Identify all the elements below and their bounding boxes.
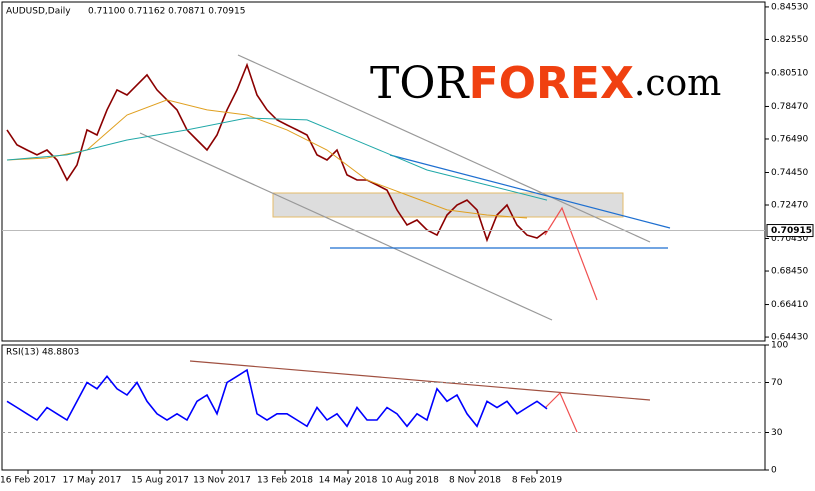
y-tick-label: 100 [771, 341, 788, 351]
y-tick-label: 0.82550 [771, 35, 808, 45]
x-tick-label: 13 Feb 2018 [257, 476, 313, 486]
y-tick-label: 30 [771, 428, 783, 438]
x-tick-label: 8 Feb 2019 [512, 476, 563, 486]
rsi-panel [1, 344, 766, 471]
price-panel [1, 1, 766, 342]
y-tick-label: 0.74450 [771, 168, 808, 178]
x-tick-label: 8 Nov 2018 [449, 476, 501, 486]
rsi-trend-line [189, 360, 651, 401]
trend-line [389, 154, 671, 229]
y-tick-label: 0.72470 [771, 201, 808, 211]
y-tick-label: 0.64430 [771, 333, 808, 343]
watermark-part: .com [634, 63, 721, 104]
watermark-part: FOREX [469, 58, 634, 109]
y-tick-label: 0.76490 [771, 134, 808, 144]
rsi-title: RSI(13) 48.8803 [6, 348, 79, 358]
x-tick-label: 16 Feb 2017 [0, 476, 56, 486]
watermark: TORFOREX.com [370, 58, 721, 110]
y-tick-label: 70 [771, 378, 783, 388]
x-tick-label: 15 Aug 2017 [131, 476, 189, 486]
series-line [6, 62, 548, 243]
last-price-box [766, 224, 814, 238]
rsi-forecast-arrow [544, 391, 578, 433]
x-tick-label: 10 Aug 2018 [381, 476, 439, 486]
y-tick-label: 0.80510 [771, 68, 808, 78]
channel-top [237, 54, 651, 243]
y-tick-label: 0.84530 [771, 2, 808, 12]
x-tick-label: 14 May 2018 [319, 476, 378, 486]
quote: 0.71100 0.71162 0.70871 0.70915 [88, 7, 245, 17]
y-tick-label: 0.78470 [771, 102, 808, 112]
forecast-arrow [544, 206, 598, 301]
series-line [6, 99, 528, 219]
channel-bottom [139, 132, 553, 321]
y-tick-label: 0 [771, 466, 777, 476]
series-line [6, 368, 548, 428]
watermark-part: TOR [370, 58, 470, 109]
x-tick-label: 13 Nov 2017 [193, 476, 251, 486]
y-tick-label: 0.70430 [771, 234, 808, 244]
y-tick-label: 0.68450 [771, 267, 808, 277]
series-line [6, 117, 548, 201]
chart-title: AUDUSD,Daily [6, 7, 71, 17]
y-tick-label: 0.66410 [771, 300, 808, 310]
last-price-label: 0.70915 [771, 226, 812, 236]
x-tick-label: 17 May 2017 [63, 476, 122, 486]
